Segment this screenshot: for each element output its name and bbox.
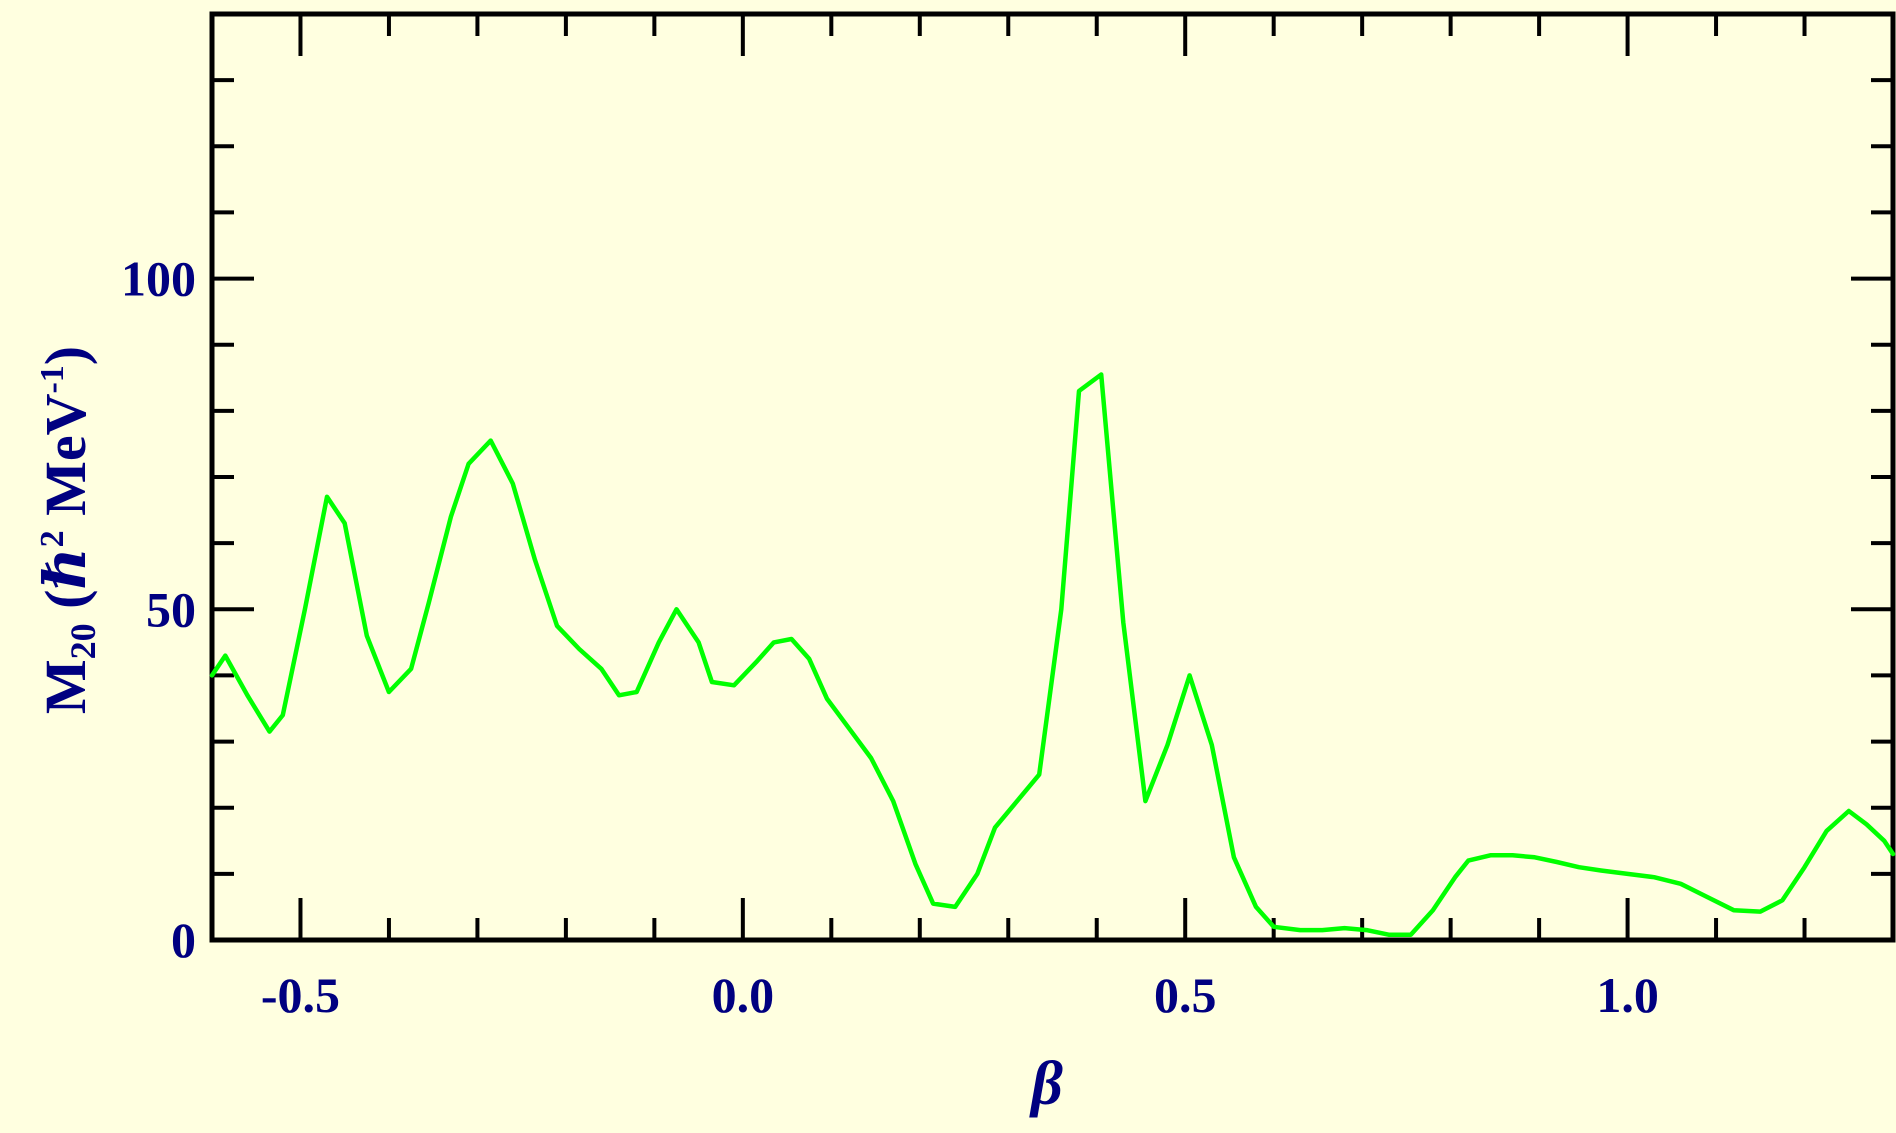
y-axis-label-hbar: ℏ [33,547,98,589]
svg-text:M20 (ℏ2 MeV-1): M20 (ℏ2 MeV-1) [33,346,103,714]
x-tick-label: 0.5 [1154,967,1217,1023]
y-tick-label: 0 [171,912,196,968]
y-axis-label: M20 (ℏ2 MeV-1) [33,346,103,714]
x-axis-label: β [1029,1050,1063,1118]
y-axis-label-subscript: 20 [63,623,103,659]
y-axis-label-sup2: 2 [34,530,71,547]
x-tick-label: 1.0 [1596,967,1659,1023]
series-line [209,372,1896,937]
y-axis-label-unit: MeV [33,393,98,530]
y-axis-label-open: ( [33,590,98,624]
x-tick-label: 0.0 [712,967,775,1023]
y-axis-label-close: ) [33,346,98,365]
x-tick-label: -0.5 [261,967,340,1023]
y-tick-label: 100 [121,251,196,307]
y-axis-label-sup-neg1: -1 [34,365,71,393]
y-axis-label-main: M [33,659,98,714]
y-tick-label: 50 [146,581,196,637]
